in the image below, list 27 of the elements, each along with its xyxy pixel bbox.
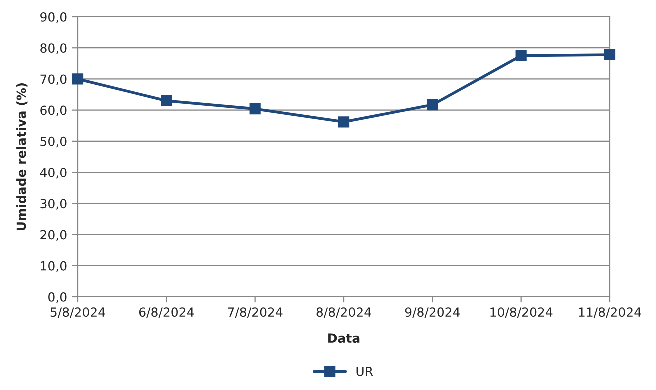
point (338, 116, 350, 128)
point (427, 99, 438, 111)
point (72, 74, 84, 85)
y-tick-label: 10,0 (41, 261, 67, 272)
y-axis-title: Umidade relativa (%) (16, 84, 28, 230)
x-tick-label: 5/8/2024 (50, 308, 106, 318)
x-tick-label: 11/8/2024 (579, 308, 642, 318)
y-tick-label: 70,0 (40, 74, 67, 86)
legend-label: UR (356, 367, 374, 376)
x-tick-label: 7/8/2024 (228, 308, 283, 318)
y-tick-label: 60,0 (40, 106, 67, 117)
point (161, 95, 172, 107)
x-tick-label: 10/8/2024 (490, 308, 553, 318)
y-tick-label: 30,0 (40, 199, 67, 210)
x-tick-label: 8/8/2024 (316, 308, 372, 318)
y-tick-label: 80,0 (40, 44, 67, 54)
y-tick-label: 20,0 (40, 230, 67, 241)
x-axis-title: Data (328, 334, 360, 344)
y-tick-label: 0,0 (48, 292, 67, 304)
y-tick-label: 40,0 (40, 168, 67, 179)
y-tick-label: 50,0 (40, 136, 67, 148)
x-tick-label: 6/8/2024 (139, 308, 194, 318)
point (516, 50, 527, 62)
point (604, 49, 616, 61)
y-tick-label: 90,0 (40, 12, 67, 24)
x-tick-label: 9/8/2024 (405, 308, 460, 318)
point (250, 104, 261, 115)
